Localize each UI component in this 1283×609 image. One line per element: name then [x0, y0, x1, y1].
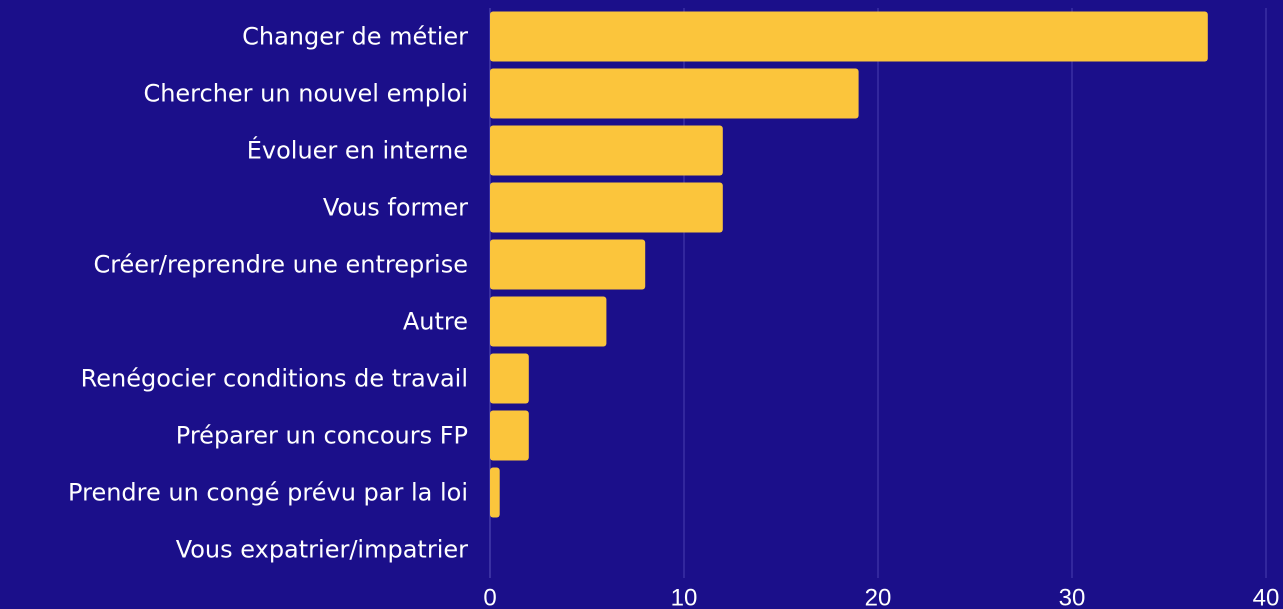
x-tick-label: 30: [1059, 584, 1086, 609]
bar: [490, 410, 529, 461]
y-tick-label: Préparer un concours FP: [176, 422, 468, 450]
bar: [490, 296, 607, 347]
x-tick-label: 20: [865, 584, 892, 609]
bar: [490, 68, 859, 119]
y-tick-label: Créer/reprendre une entreprise: [93, 251, 468, 279]
bar: [490, 353, 529, 404]
y-tick-label: Évoluer en interne: [247, 136, 468, 165]
bar: [490, 125, 723, 176]
x-tick-label: 10: [671, 584, 698, 609]
y-tick-label: Vous former: [323, 194, 468, 222]
y-tick-label: Vous expatrier/impatrier: [176, 536, 468, 564]
y-tick-label: Prendre un congé prévu par la loi: [68, 479, 468, 507]
bar: [490, 182, 723, 233]
y-tick-label: Autre: [403, 308, 468, 336]
y-tick-label: Chercher un nouvel emploi: [143, 80, 468, 108]
bar: [490, 239, 646, 290]
y-tick-label: Changer de métier: [242, 23, 468, 51]
bar: [490, 467, 500, 518]
x-tick-label: 0: [483, 584, 496, 609]
bar: [490, 11, 1208, 62]
x-tick-label: 40: [1253, 584, 1280, 609]
y-tick-label: Renégocier conditions de travail: [81, 365, 468, 393]
